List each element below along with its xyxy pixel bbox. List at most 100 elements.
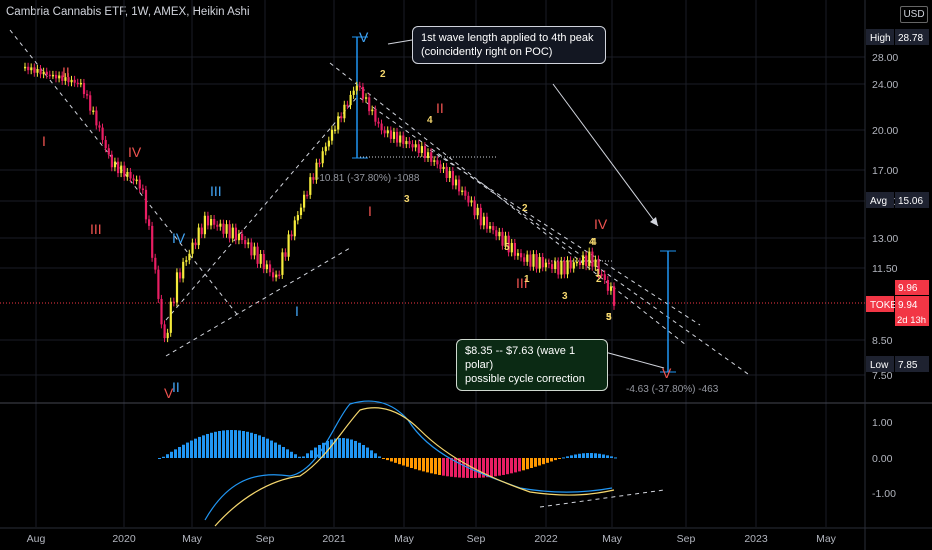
wave-label: 1 <box>595 268 601 279</box>
wave-label: 5 <box>504 242 510 253</box>
macd-bar <box>606 455 609 458</box>
candle-body <box>253 246 256 256</box>
macd-bar <box>490 458 493 477</box>
time-tick: Sep <box>677 533 696 545</box>
macd-bar <box>386 458 389 461</box>
candle-body <box>154 257 157 270</box>
candle-body <box>42 71 45 75</box>
candle-body <box>82 82 86 95</box>
macd-bar <box>414 458 417 470</box>
candle-body <box>427 152 430 159</box>
tag-label: High <box>870 33 891 44</box>
candle-body <box>380 123 383 131</box>
candle-body <box>492 226 495 231</box>
candle-body <box>566 260 569 275</box>
candle-body <box>451 171 454 186</box>
candle-body <box>454 179 458 186</box>
wave-label: II <box>62 64 70 80</box>
candle-body <box>315 162 318 180</box>
time-tick: May <box>816 533 837 545</box>
candle-body <box>213 219 216 225</box>
candle-body <box>368 97 371 112</box>
macd-bar <box>274 442 277 458</box>
wave-label: IV <box>128 144 142 160</box>
macd-bar <box>262 436 265 458</box>
candle-body <box>138 179 141 189</box>
candle-body <box>293 220 296 237</box>
macd-bar <box>546 458 549 463</box>
macd-line <box>204 400 613 521</box>
candle-body <box>58 75 61 79</box>
macd-bar <box>554 458 557 461</box>
candle-body <box>194 242 197 246</box>
macd-bar <box>586 453 589 458</box>
trend-line <box>359 97 749 375</box>
candle-body <box>516 253 520 256</box>
arrow-head <box>650 217 658 226</box>
candle-body <box>104 139 107 149</box>
callout-bottom: $8.35 -- $7.63 (wave 1 polar) possible c… <box>456 339 608 391</box>
candle-body <box>402 135 405 145</box>
macd-bar <box>162 456 165 458</box>
macd-bar <box>398 458 401 465</box>
wave-label: IV <box>172 230 186 246</box>
candle-body <box>98 125 101 128</box>
macd-bar <box>462 458 465 478</box>
macd-bar <box>494 458 497 477</box>
candle-body <box>467 195 470 203</box>
candle-body <box>318 162 321 165</box>
candle-body <box>547 262 551 265</box>
candle-body <box>296 215 299 221</box>
candle-body <box>439 164 442 169</box>
currency-button[interactable]: USD <box>900 6 928 23</box>
candle-body <box>206 215 210 226</box>
wave-label: 2 <box>380 69 386 80</box>
macd-bar <box>534 458 537 467</box>
wave-label: II <box>436 100 444 116</box>
tag-label: Avg <box>870 196 887 207</box>
macd-bar <box>542 458 545 465</box>
candle-body <box>485 216 489 229</box>
candle-body <box>489 226 492 229</box>
candle-body <box>24 66 27 69</box>
candle-body <box>476 207 479 216</box>
wave-label: I <box>368 203 372 219</box>
candle-body <box>303 194 306 208</box>
candle-body <box>86 94 89 96</box>
price-tick: 13.00 <box>872 233 898 245</box>
candle-body <box>578 261 582 266</box>
price-tick: 20.00 <box>872 125 898 137</box>
time-tick: Sep <box>467 533 486 545</box>
macd-bar <box>282 446 285 458</box>
candle-body <box>498 231 501 237</box>
candle-body <box>120 165 123 174</box>
candle-body <box>39 69 42 75</box>
candle-body <box>349 94 352 106</box>
macd-bar <box>294 454 297 458</box>
macd-bar <box>218 431 221 458</box>
wave-label: III <box>210 183 222 199</box>
candle-body <box>219 223 222 227</box>
wave-label: 3 <box>404 194 410 205</box>
candle-body <box>365 97 368 99</box>
candle-body <box>324 146 327 152</box>
macd-bar <box>238 430 241 458</box>
macd-bar <box>342 438 345 458</box>
macd-bar <box>394 458 397 463</box>
macd-bar <box>418 458 421 471</box>
time-tick: Aug <box>27 533 46 545</box>
macd-bar <box>502 458 505 475</box>
callout-bottom-line1: $8.35 -- $7.63 (wave 1 polar) <box>465 345 576 371</box>
candle-body <box>290 234 293 237</box>
callout-bottom-line2: possible cycle correction <box>465 373 585 385</box>
candle-body <box>51 74 55 77</box>
candle-body <box>501 231 504 246</box>
macd-bar <box>210 432 213 458</box>
tag-value-bg <box>895 29 929 45</box>
macd-bar <box>582 453 585 458</box>
candle-body <box>591 251 594 267</box>
candle-body <box>237 233 241 241</box>
candle-body <box>287 234 290 257</box>
macd-bar <box>322 442 325 458</box>
